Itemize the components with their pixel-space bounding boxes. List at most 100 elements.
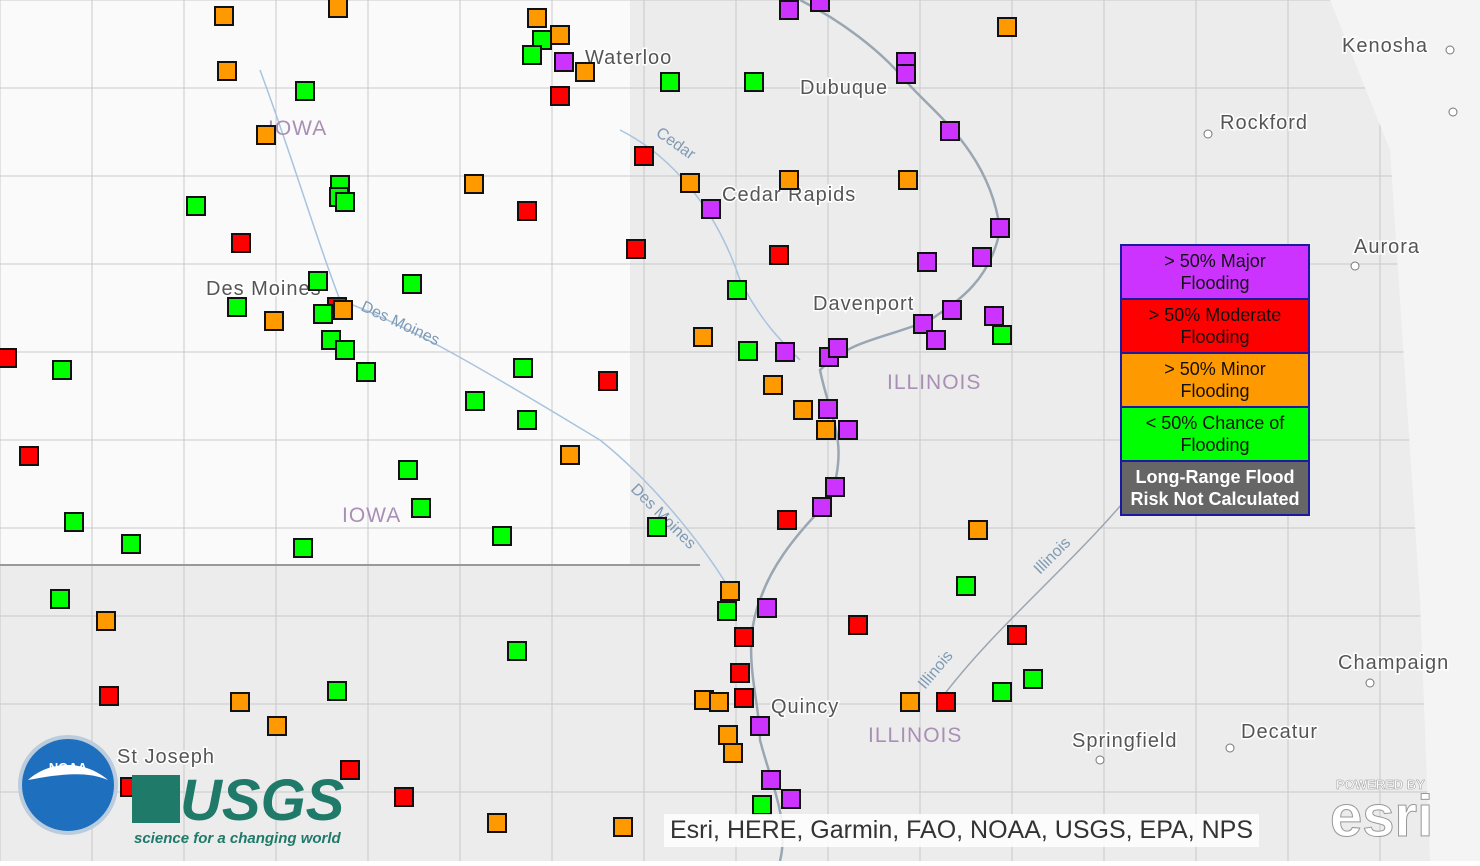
gauge-marker xyxy=(19,446,39,466)
gauge-marker xyxy=(680,173,700,193)
gauge-marker xyxy=(761,770,781,790)
place-label: Quincy xyxy=(771,696,839,718)
place-label: Dubuque xyxy=(800,77,888,99)
gauge-marker xyxy=(720,581,740,601)
gauge-marker xyxy=(267,716,287,736)
gauge-marker xyxy=(335,340,355,360)
gauge-marker xyxy=(701,199,721,219)
gauge-marker xyxy=(398,460,418,480)
gauge-marker xyxy=(327,681,347,701)
gauge-marker xyxy=(723,743,743,763)
noaa-logo xyxy=(18,735,118,835)
gauge-marker xyxy=(492,526,512,546)
gauge-marker xyxy=(896,64,916,84)
gauge-marker xyxy=(313,304,333,324)
gauge-marker xyxy=(575,62,595,82)
gauge-marker xyxy=(333,300,353,320)
gauge-marker xyxy=(810,0,830,12)
gauge-marker xyxy=(992,682,1012,702)
gauge-marker xyxy=(763,375,783,395)
gauge-marker xyxy=(99,686,119,706)
usgs-mark xyxy=(132,775,180,823)
gauge-marker xyxy=(231,233,251,253)
gauge-marker xyxy=(734,688,754,708)
state-label: ILLINOIS xyxy=(887,371,981,394)
city-dot xyxy=(1350,261,1360,271)
gauge-marker xyxy=(293,538,313,558)
gauge-marker xyxy=(647,517,667,537)
place-label: Kenosha xyxy=(1342,35,1428,57)
gauge-marker xyxy=(990,218,1010,238)
gauge-marker xyxy=(554,52,574,72)
gauge-marker xyxy=(750,716,770,736)
gauge-marker xyxy=(550,86,570,106)
gauge-marker xyxy=(186,196,206,216)
place-label: Springfield xyxy=(1072,730,1178,752)
gauge-marker xyxy=(522,45,542,65)
des-moines-river xyxy=(259,69,731,591)
gauge-marker xyxy=(487,813,507,833)
gauge-marker xyxy=(734,627,754,647)
city-dot xyxy=(1445,45,1455,55)
gauge-marker xyxy=(598,371,618,391)
legend-item: > 50% Minor Flooding xyxy=(1122,354,1308,408)
gauge-marker xyxy=(693,327,713,347)
gauge-marker xyxy=(913,314,933,334)
place-label: Cedar Rapids xyxy=(722,184,856,206)
city-dot xyxy=(1095,755,1105,765)
gauge-marker xyxy=(775,342,795,362)
state-label: IOWA xyxy=(268,117,327,140)
gauge-marker xyxy=(738,341,758,361)
gauge-marker xyxy=(634,146,654,166)
attribution: Esri, HERE, Garmin, FAO, NOAA, USGS, EPA… xyxy=(664,814,1259,847)
gauge-marker xyxy=(50,589,70,609)
gauge-marker xyxy=(718,725,738,745)
gauge-marker xyxy=(997,17,1017,37)
gauge-marker xyxy=(626,239,646,259)
gauge-marker xyxy=(517,410,537,430)
state-label: ILLINOIS xyxy=(868,724,962,747)
legend-item: < 50% Chance of Flooding xyxy=(1122,408,1308,462)
gauge-marker xyxy=(230,692,250,712)
gauge-marker xyxy=(335,192,355,212)
city-dot xyxy=(1448,107,1458,117)
usgs-tagline: science for a changing world xyxy=(134,830,342,847)
gauge-marker xyxy=(527,8,547,28)
gauge-marker xyxy=(613,817,633,837)
gauge-marker xyxy=(752,795,772,815)
gauge-marker xyxy=(793,400,813,420)
gauge-marker xyxy=(838,420,858,440)
gauge-marker xyxy=(465,391,485,411)
gauge-marker xyxy=(1007,625,1027,645)
gauge-marker xyxy=(308,271,328,291)
gauge-marker xyxy=(517,201,537,221)
place-label: Champaign xyxy=(1338,652,1449,674)
place-label: Davenport xyxy=(813,293,914,315)
gauge-marker xyxy=(328,0,348,18)
gauge-marker xyxy=(394,787,414,807)
place-label: Waterloo xyxy=(585,47,672,69)
legend-item: > 50% Moderate Flooding xyxy=(1122,300,1308,354)
city-dot xyxy=(1365,678,1375,688)
gauge-marker xyxy=(660,72,680,92)
gauge-marker xyxy=(717,601,737,621)
gauge-marker xyxy=(781,789,801,809)
noaa-text: NOAA xyxy=(49,760,88,775)
gauge-marker xyxy=(340,760,360,780)
gauge-marker xyxy=(917,252,937,272)
gauge-marker xyxy=(96,611,116,631)
mississippi-river xyxy=(749,0,1002,862)
gauge-marker xyxy=(779,0,799,20)
gauge-marker xyxy=(730,663,750,683)
gauge-marker xyxy=(402,274,422,294)
gauge-marker xyxy=(968,520,988,540)
gauge-marker xyxy=(972,247,992,267)
gauge-marker xyxy=(992,325,1012,345)
gauge-marker xyxy=(560,445,580,465)
gauge-marker xyxy=(926,330,946,350)
gauge-marker xyxy=(936,692,956,712)
gauge-marker xyxy=(1023,669,1043,689)
gauge-marker xyxy=(816,420,836,440)
gauge-marker xyxy=(411,498,431,518)
